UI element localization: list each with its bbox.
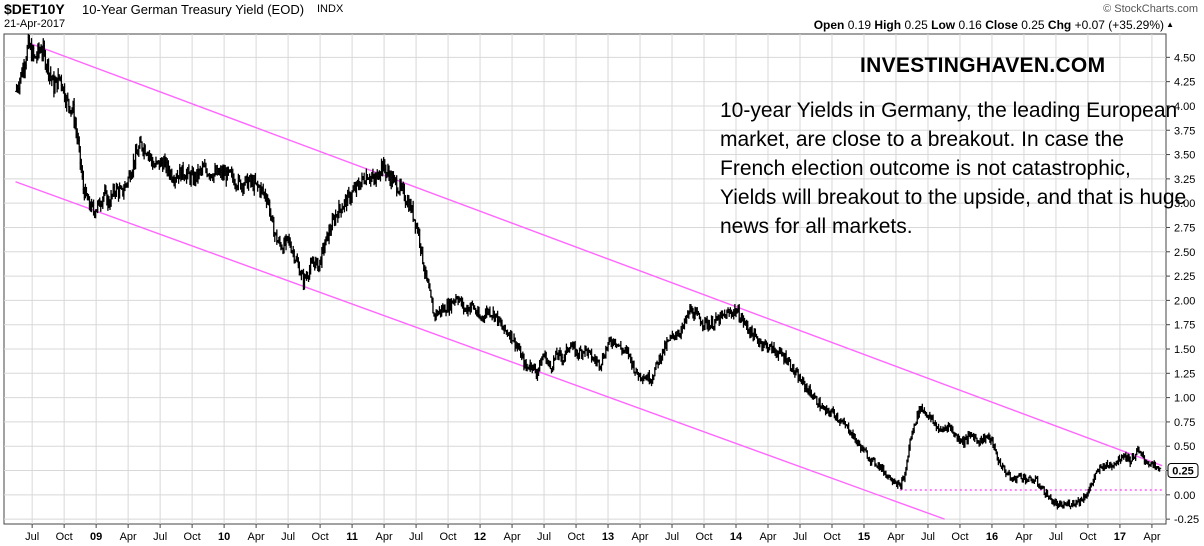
y-tick-label: 4.25 xyxy=(1174,77,1195,89)
x-tick-label: Oct xyxy=(951,531,968,543)
y-tick-label: 3.00 xyxy=(1174,198,1195,210)
y-tick-label: 1.50 xyxy=(1174,344,1195,356)
chg-value: +0.07 (+35.29%) xyxy=(1074,18,1164,32)
x-tick-label: Oct xyxy=(56,531,73,543)
x-tick-label: Apr xyxy=(503,531,520,543)
y-tick-label: 0.75 xyxy=(1174,417,1195,429)
x-axis: Jul Oct 09 Apr Jul Oct 10 Apr Jul Oct 11 Apr Jul Oct 1… xyxy=(25,524,1161,543)
up-arrow-icon: ▲ xyxy=(1166,20,1174,29)
x-tick-label: Jul xyxy=(921,531,935,543)
x-tick-label: Oct xyxy=(1079,531,1096,543)
x-tick-label: Oct xyxy=(567,531,584,543)
y-tick-label: 4.50 xyxy=(1174,52,1195,64)
y-tick-label: 2.25 xyxy=(1174,271,1195,283)
chart-title: 10-Year German Treasury Yield (EOD) xyxy=(82,2,305,17)
x-tick-label: Apr xyxy=(120,531,137,543)
x-tick-label: 16 xyxy=(986,531,998,543)
last-value-box xyxy=(1167,463,1199,479)
last-value-tag: 0.25 xyxy=(1167,463,1199,479)
exchange-label: INDX xyxy=(317,3,344,15)
brand-credit: © StockCharts.com xyxy=(1103,3,1198,15)
y-tick-label: 0.50 xyxy=(1174,441,1195,453)
x-tick-label: Apr xyxy=(759,531,776,543)
x-tick-label: Oct xyxy=(184,531,201,543)
chart-annotation: 10-year Yields in Germany, the leading E… xyxy=(720,99,1187,238)
y-tick-label: 3.75 xyxy=(1174,125,1195,137)
x-tick-label: Apr xyxy=(887,531,904,543)
price-bars xyxy=(14,33,1162,510)
y-tick-label: 3.50 xyxy=(1174,150,1195,162)
close-label: Close xyxy=(985,18,1018,32)
y-tick-label: 4.00 xyxy=(1174,101,1195,113)
x-tick-label: Jul xyxy=(25,531,39,543)
chart-symbol: $DET10Y xyxy=(4,1,65,17)
close-value: 0.25 xyxy=(1021,18,1045,32)
x-tick-label: 17 xyxy=(1114,531,1126,543)
x-tick-label: Apr xyxy=(1015,531,1032,543)
upper-channel xyxy=(28,42,1163,467)
x-tick-label: Jul xyxy=(793,531,807,543)
low-label: Low xyxy=(931,18,956,32)
y-tick-label: 2.50 xyxy=(1174,247,1195,259)
high-label: High xyxy=(874,18,902,32)
chart-date: 21-Apr-2017 xyxy=(4,18,66,30)
x-tick-label: Jul xyxy=(537,531,551,543)
y-tick-label: 1.25 xyxy=(1174,368,1195,380)
x-tick-label: Jul xyxy=(409,531,423,543)
x-tick-label: Oct xyxy=(312,531,329,543)
x-tick-label: Oct xyxy=(440,531,457,543)
grid xyxy=(4,34,1166,524)
high-value: 0.25 xyxy=(904,18,928,32)
lower-channel xyxy=(15,181,945,520)
x-tick-label: Jul xyxy=(1049,531,1063,543)
y-tick-label: -0.25 xyxy=(1174,514,1199,526)
x-tick-label: 10 xyxy=(218,531,230,543)
y-tick-label: 3.25 xyxy=(1174,174,1195,186)
y-tick-label: 1.75 xyxy=(1174,320,1195,332)
y-tick-label: 0.00 xyxy=(1174,490,1195,502)
plot-frame xyxy=(3,33,1167,525)
chg-label: Chg xyxy=(1047,18,1072,32)
ohlc-readout: Open 0.19 High 0.25 Low 0.16 Close 0.25 … xyxy=(814,18,1164,32)
last-value-label: 0.25 xyxy=(1172,466,1193,478)
x-tick-label: Jul xyxy=(665,531,679,543)
x-tick-label: Jul xyxy=(281,531,295,543)
x-tick-label: 12 xyxy=(474,531,486,543)
price-bar xyxy=(1158,467,1162,472)
x-tick-label: 09 xyxy=(90,531,102,543)
x-tick-label: 11 xyxy=(346,531,358,543)
x-tick-label: Oct xyxy=(695,531,712,543)
x-tick-label: Oct xyxy=(823,531,840,543)
watermark: INVESTINGHAVEN.COM xyxy=(860,54,1106,77)
y-tick-label: 2.75 xyxy=(1174,222,1195,234)
x-tick-label: 15 xyxy=(858,531,870,543)
open-value: 0.19 xyxy=(847,18,872,32)
x-tick-label: 13 xyxy=(602,531,614,543)
y-tick-label: 2.00 xyxy=(1174,295,1195,307)
x-tick-label: Apr xyxy=(376,531,393,543)
y-tick-label: 1.00 xyxy=(1174,393,1195,405)
x-tick-label: Jul xyxy=(153,531,167,543)
x-tick-label: Apr xyxy=(1143,531,1160,543)
x-tick-label: 14 xyxy=(730,531,743,543)
trendlines xyxy=(15,42,1163,520)
open-label: Open xyxy=(813,18,845,32)
x-tick-label: Apr xyxy=(631,531,648,543)
x-tick-label: Apr xyxy=(248,531,265,543)
low-value: 0.16 xyxy=(958,18,982,32)
